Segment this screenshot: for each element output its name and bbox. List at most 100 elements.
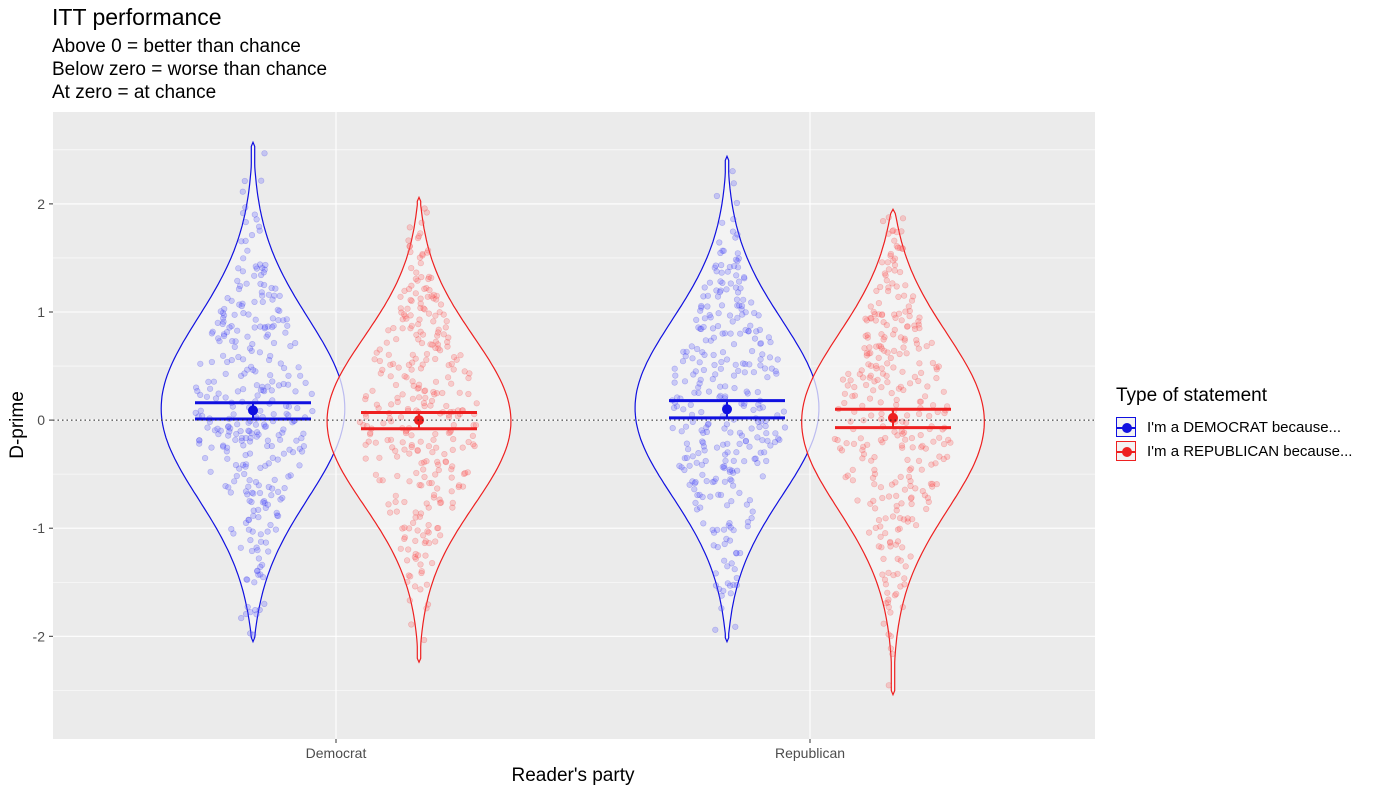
data-point [269,296,276,303]
data-point [711,264,718,271]
data-point [746,497,754,504]
legend-item-democrat-statement[interactable]: I'm a DEMOCRAT because... [1116,415,1352,439]
data-point [270,411,277,418]
data-point [207,468,214,475]
data-point [698,427,705,434]
data-point [425,504,432,511]
data-point [239,188,246,195]
data-point [716,239,723,246]
chart-subtitle-line-2: Below zero = worse than chance [52,59,328,80]
data-point [897,383,904,390]
data-point [896,525,903,532]
data-point [211,427,218,434]
data-point [902,436,909,443]
data-point [253,265,260,272]
data-point [705,388,713,395]
data-point [896,244,904,251]
data-point [412,290,419,297]
data-point [394,472,401,480]
data-point [240,356,247,363]
data-point [267,352,274,360]
data-point [834,437,841,444]
data-point [252,316,259,323]
data-point [238,302,245,310]
data-point [444,338,451,346]
data-point [197,407,204,414]
data-point [884,349,891,356]
data-point [863,352,870,359]
data-point [392,447,399,455]
data-point [866,395,874,402]
data-point [283,316,290,323]
data-point [392,498,399,506]
data-point [734,314,741,321]
data-point [430,295,437,302]
data-point [282,329,289,336]
data-point [867,372,874,379]
data-point [699,439,707,446]
data-point [728,477,735,484]
data-point [890,227,897,234]
data-point [419,331,427,338]
data-point [265,323,272,330]
data-point [757,340,764,347]
data-point [909,516,916,523]
data-point [417,328,424,335]
data-point [891,326,898,334]
data-point [221,332,228,340]
data-point [408,282,415,289]
data-point [415,336,422,343]
legend-item-republican-statement[interactable]: I'm a REPUBLICAN because... [1116,439,1352,463]
data-point [836,445,844,452]
data-point [268,284,275,292]
data-point [413,269,420,276]
data-point [401,524,408,531]
data-point [280,317,287,324]
data-point [932,460,939,467]
data-point [738,432,746,439]
data-point [424,528,431,535]
data-point [915,457,923,465]
chart-title: ITT performance [52,4,222,30]
data-point [877,437,885,444]
data-point [420,466,427,473]
data-point [425,247,432,254]
data-point [252,368,259,375]
data-point [450,436,457,443]
data-point [705,420,712,427]
data-point [433,444,440,451]
data-point [225,432,232,439]
data-point [456,389,463,396]
data-point [884,360,891,367]
data-point [670,404,678,412]
data-point [880,319,887,326]
data-point [881,576,889,583]
data-point [673,403,681,410]
data-point [424,601,432,608]
data-point [742,309,749,316]
data-point [256,349,264,356]
data-point [695,384,702,391]
data-point [394,453,401,460]
data-point [695,324,702,331]
data-point [940,455,947,463]
data-point [196,437,203,444]
data-point [697,307,704,314]
data-point [379,366,386,374]
data-point [407,325,414,332]
data-point [418,460,425,467]
data-point [261,150,268,157]
data-point [724,449,731,456]
data-point [919,442,926,449]
data-point [733,581,740,589]
data-point [885,214,892,221]
data-point [363,413,370,420]
data-point [734,264,742,271]
data-point [709,325,717,332]
data-point [233,430,240,438]
data-point [410,519,417,527]
data-point [285,473,292,480]
data-point [730,581,737,589]
data-point [933,375,940,382]
data-point [678,464,685,471]
